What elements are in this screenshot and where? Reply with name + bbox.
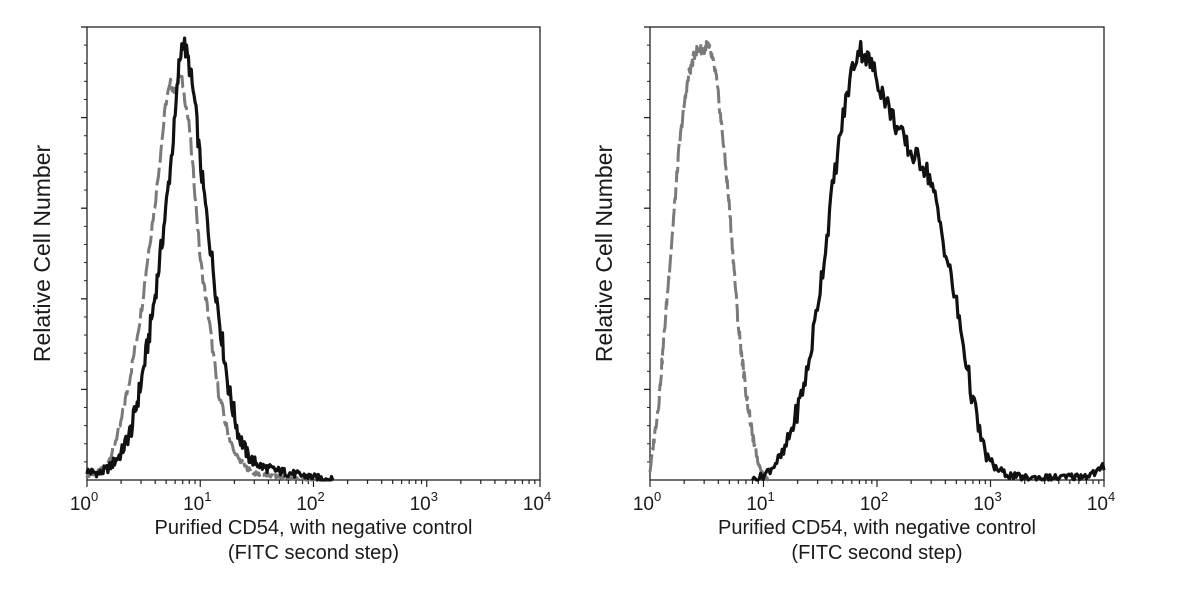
- x-axis-label: Purified CD54, with negative control: [155, 517, 473, 539]
- control-histogram-line: [648, 40, 770, 482]
- chart-panel-right: 100 101 102 103 104 Purified CD54, with negat…: [591, 26, 1115, 564]
- x-axis-label: (FITC second step): [228, 542, 399, 564]
- x-tick-label: 100: [70, 489, 98, 515]
- x-tick-label: 101: [183, 489, 211, 515]
- x-axis-label: Purified CD54, with negative control: [718, 517, 1036, 539]
- cd54-histogram-line: [85, 36, 335, 482]
- chart-panel-left: 100 101 102 103 104 Purified CD54, with negat…: [29, 26, 551, 564]
- x-tick-label: 100: [633, 489, 661, 515]
- x-tick-label: 104: [1087, 489, 1115, 515]
- y-axis-label: Relative Cell Number: [591, 145, 617, 363]
- plot-frame: [86, 26, 541, 481]
- x-tick-label: 103: [410, 489, 438, 515]
- x-tick-label: 102: [296, 489, 324, 515]
- y-axis-label: Relative Cell Number: [29, 145, 55, 363]
- control-histogram-line: [85, 71, 315, 482]
- x-tick-label: 103: [973, 489, 1001, 515]
- x-tick-label: 102: [860, 489, 888, 515]
- x-tick-label: 104: [523, 489, 551, 515]
- x-tick-label: 101: [746, 489, 774, 515]
- x-axis-label: (FITC second step): [791, 542, 962, 564]
- cd54-histogram-line: [751, 39, 1106, 482]
